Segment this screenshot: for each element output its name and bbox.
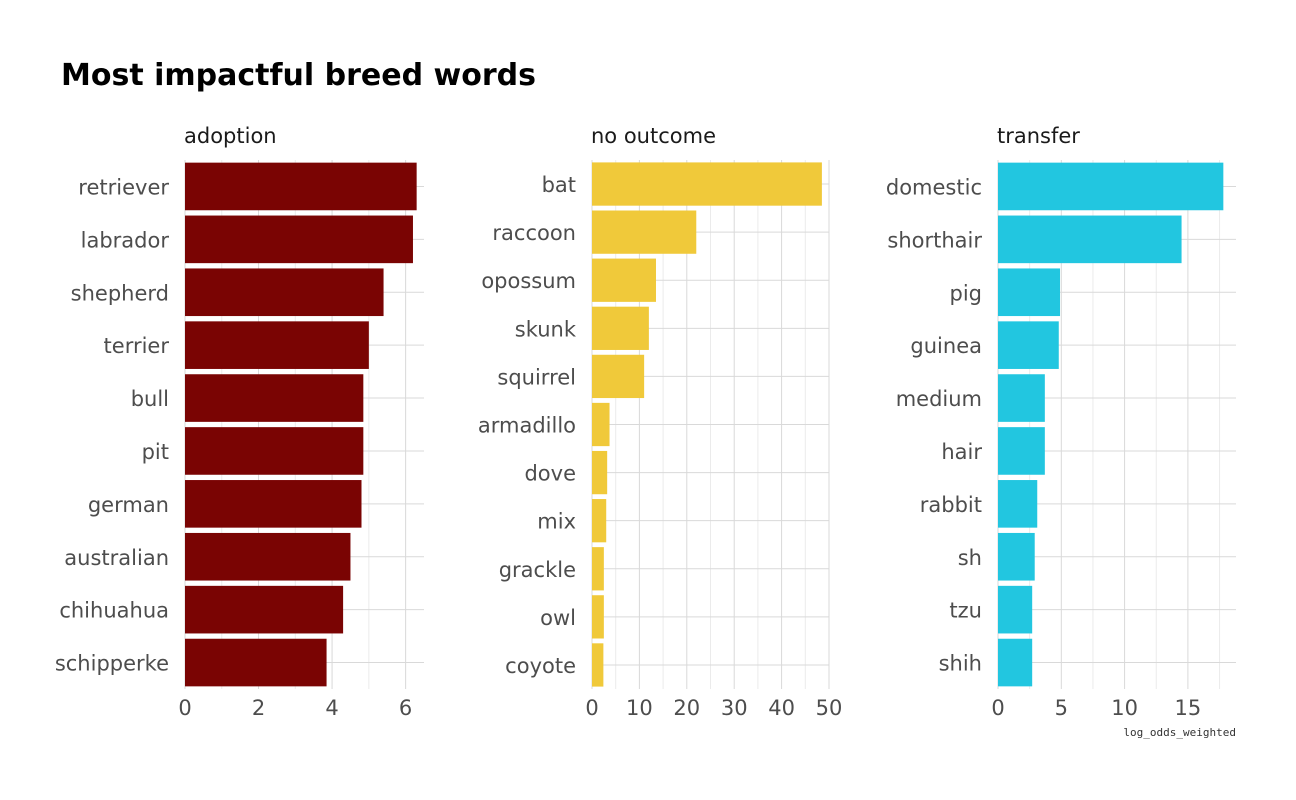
facet-transfer: 0 5 10 15 domestic shorthair pig guinea medium ha… (886, 124, 1236, 720)
x-tick-label: 0 (585, 696, 598, 720)
y-tick-label: mix (537, 510, 576, 534)
bar (185, 585, 344, 634)
y-tick-label: pig (950, 281, 983, 305)
facet-title: adoption (184, 124, 277, 148)
x-tick-label: 0 (991, 696, 1004, 720)
bar (998, 638, 1033, 687)
bar (592, 499, 607, 543)
bar (185, 321, 369, 369)
y-tick-label: shepherd (71, 281, 169, 305)
bar (185, 532, 351, 581)
y-tick-label: hair (941, 440, 982, 464)
x-tick-label: 15 (1175, 696, 1202, 720)
y-tick-label: rabbit (920, 493, 982, 517)
bar (592, 643, 604, 687)
y-tick-label: shorthair (887, 228, 982, 252)
y-tick-label: chihuahua (59, 599, 169, 623)
x-tick-label: 5 (1055, 696, 1068, 720)
bar (185, 480, 362, 528)
facets: 0 2 4 6 retriever labrador shepherd terrier bull… (55, 124, 1236, 720)
bar (998, 268, 1061, 317)
bar (998, 321, 1059, 369)
bar (185, 268, 384, 317)
y-tick-label: domestic (886, 175, 982, 199)
bar (592, 162, 822, 206)
y-tick-label: shih (939, 652, 982, 676)
bar (592, 354, 645, 399)
x-tick-label: 50 (816, 696, 843, 720)
chart-title: Most impactful breed words (61, 58, 536, 93)
bar (998, 162, 1224, 211)
y-tick-label: squirrel (497, 365, 576, 389)
y-tick-label: bull (131, 387, 169, 411)
facet-no-outcome: 0 10 20 30 40 50 bat raccoon opossum skunk squirre… (478, 124, 843, 720)
x-tick-label: 10 (1111, 696, 1138, 720)
bar (185, 427, 364, 475)
y-tick-label: owl (540, 606, 576, 630)
y-tick-label: tzu (949, 599, 982, 623)
x-tick-label: 20 (673, 696, 700, 720)
y-tick-label: labrador (81, 228, 170, 252)
x-tick-label: 40 (768, 696, 795, 720)
bar (592, 210, 697, 254)
y-tick-label: schipperke (55, 652, 169, 676)
y-tick-label: bat (542, 173, 576, 197)
y-tick-label: coyote (505, 654, 576, 678)
y-tick-label: dove (524, 462, 576, 486)
bar (185, 162, 417, 211)
y-tick-label: grackle (499, 558, 576, 582)
y-tick-label: pit (142, 440, 169, 464)
y-tick-label: skunk (515, 317, 577, 341)
y-tick-label: opossum (481, 269, 576, 293)
facet-title: transfer (997, 124, 1080, 148)
bar (592, 306, 649, 350)
bar (592, 595, 604, 639)
bar (998, 215, 1182, 264)
facet-title: no outcome (591, 124, 716, 148)
y-tick-label: guinea (910, 334, 982, 358)
y-tick-label: german (88, 493, 169, 517)
y-tick-label: armadillo (478, 414, 576, 438)
x-tick-label: 2 (252, 696, 265, 720)
x-tick-label: 30 (721, 696, 748, 720)
bar (998, 374, 1045, 422)
x-tick-label: 10 (626, 696, 653, 720)
x-tick-label: 4 (325, 696, 338, 720)
x-axis-label: log_odds_weighted (1123, 726, 1236, 739)
bar (998, 532, 1035, 581)
bar (998, 427, 1045, 475)
y-tick-label: medium (896, 387, 982, 411)
y-tick-label: retriever (78, 175, 169, 199)
bar (592, 258, 656, 302)
y-tick-label: raccoon (492, 221, 576, 245)
bar (592, 402, 610, 447)
x-tick-label: 0 (178, 696, 191, 720)
y-tick-label: australian (64, 546, 169, 570)
bar (998, 480, 1038, 528)
y-tick-label: terrier (104, 334, 170, 358)
bar (185, 374, 364, 422)
x-tick-label: 6 (399, 696, 412, 720)
bar (592, 547, 604, 591)
facet-adoption: 0 2 4 6 retriever labrador shepherd terrier bull… (55, 124, 424, 720)
bar (592, 450, 608, 495)
bar (185, 638, 327, 687)
bar (185, 215, 413, 264)
bar (998, 585, 1033, 634)
y-tick-label: sh (958, 546, 982, 570)
